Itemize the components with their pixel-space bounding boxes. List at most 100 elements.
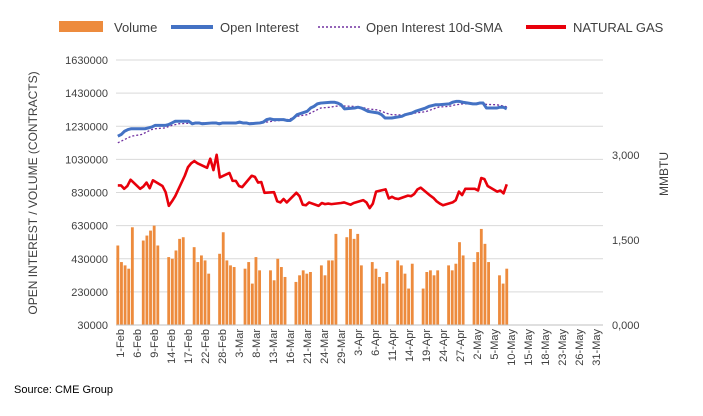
volume-bar-30 [269,270,272,325]
y-left-axis-title: OPEN INTEREST / VOLUME (CONTRACTS) [26,71,40,314]
x-tick-26: 23-May [557,329,569,366]
volume-bar-0 [116,245,120,325]
series-lines [117,99,508,210]
volume-bar-69 [461,255,465,325]
volume-bar-28 [254,257,258,325]
volume-bar-71 [476,252,480,325]
volume-bar-26 [247,262,251,325]
volume-bar-31 [272,280,276,325]
y-left-tick-labels: 30000 230000 430000 630000 830000 1030000 1230… [65,55,108,332]
volume-bar-15 [192,247,196,325]
volume-bar-52 [378,276,381,325]
x-tick-23: 10-May [506,329,518,366]
volume-bar-1 [120,262,123,325]
volume-bar-45 [345,237,349,325]
legend-swatch-volume [59,21,103,32]
y-left-tick-2: 430000 [71,254,108,266]
source-note: Source: CME Group [14,384,113,396]
x-tick-16: 11-Apr [387,329,399,362]
volume-bar-64 [436,270,440,325]
volume-bar-66 [450,270,454,325]
x-tick-0: 1-Feb [115,329,127,358]
volume-bar-75 [498,275,501,325]
x-tick-21: 2-May [472,329,484,360]
volume-bar-62 [429,270,432,325]
volume-bar-25 [243,268,247,325]
volume-bar-47 [352,238,356,325]
x-tick-28: 31-May [591,329,603,366]
x-tick-4: 17-Feb [183,329,195,364]
y-right-tick-0: 0,000 [612,320,640,332]
legend-item-oi-sma: Open Interest 10d-SMA [318,20,503,35]
y-right-tick-2: 3,000 [612,150,640,162]
legend-label-open-interest: Open Interest [220,20,299,35]
volume-bar-41 [323,275,327,325]
volume-bar-23 [229,265,232,325]
x-tick-9: 13-Mar [268,329,280,364]
volume-bar-7 [149,230,152,325]
legend-item-volume: Volume [59,20,157,35]
legend-item-natural-gas: NATURAL GAS [526,20,664,35]
volume-bar-67 [454,263,458,325]
volume-bar-73 [483,243,487,325]
y-right-axis-title: MMBTU [657,152,671,196]
x-tick-14: 3-Apr [353,329,365,356]
volume-bar-37 [301,270,305,325]
volume-bar-24 [232,267,236,325]
legend-label-volume: Volume [114,20,157,35]
volume-bar-74 [487,262,490,325]
x-tick-12: 24-Mar [319,329,331,364]
x-tick-5: 22-Feb [200,329,212,364]
x-tick-24: 15-May [523,329,535,366]
legend-label-natural-gas: NATURAL GAS [573,20,664,35]
volume-bar-2 [123,265,127,325]
volume-bar-46 [349,228,352,325]
x-tick-7: 3-Mar [234,329,246,358]
x-tick-27: 26-May [574,329,586,366]
volume-bar-60 [421,288,425,325]
volume-bar-72 [479,228,483,325]
volume-bar-53 [381,283,385,325]
x-tick-11: 21-Mar [302,329,314,364]
x-tick-15: 6-Apr [370,329,382,356]
volume-bar-33 [279,267,283,325]
y-right-tick-1: 1,500 [612,235,640,247]
x-tick-13: 29-Mar [336,329,348,364]
y-left-tick-5: 1030000 [65,154,108,166]
volume-bar-61 [425,272,429,325]
legend-item-open-interest: Open Interest [171,20,299,35]
y-left-tick-0: 30000 [77,320,108,332]
volume-bar-4 [130,227,134,325]
volume-bar-14 [181,237,185,325]
x-tick-22: 5-May [489,329,501,360]
volume-bar-6 [145,235,149,325]
x-tick-25: 18-May [540,329,552,366]
volume-bar-54 [385,272,389,325]
volume-bar-51 [374,268,378,325]
y-right-tick-labels: 0,000 1,500 3,000 [612,150,640,332]
x-tick-17: 14-Apr [404,329,416,362]
x-tick-2: 9-Feb [149,329,161,358]
volume-bar-56 [399,265,403,325]
volume-bar-20 [218,253,222,325]
volume-bar-68 [458,242,461,325]
volume-bar-21 [221,232,225,325]
volume-bar-10 [167,257,171,325]
volume-bar-16 [196,262,200,325]
volume-bar-49 [359,265,363,325]
volume-bar-39 [309,272,312,325]
x-tick-20: 27-Apr [455,329,467,362]
y-left-tick-6: 1230000 [65,121,108,133]
volume-bar-63 [432,275,436,325]
volume-bar-44 [334,233,338,325]
volume-bar-40 [319,265,323,325]
x-tick-8: 8-Mar [251,329,263,358]
y-left-tick-8: 1630000 [65,55,108,67]
volume-bar-13 [178,238,182,325]
x-tick-18: 19-Apr [421,329,433,362]
y-left-tick-3: 630000 [71,221,108,233]
y-left-tick-1: 230000 [71,287,108,299]
volume-bar-27 [250,283,254,325]
volume-bar-36 [298,275,301,325]
